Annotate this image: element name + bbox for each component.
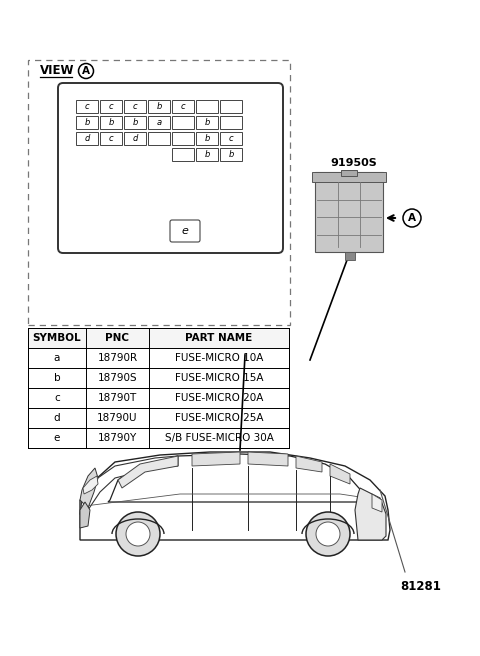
- Text: 18790S: 18790S: [98, 373, 137, 383]
- Polygon shape: [118, 456, 178, 488]
- Bar: [100, 116, 122, 129]
- Polygon shape: [108, 454, 370, 502]
- Bar: [172, 148, 194, 161]
- Bar: [345, 252, 355, 260]
- Text: d: d: [132, 134, 138, 143]
- Text: PART NAME: PART NAME: [185, 333, 252, 343]
- Bar: [76, 100, 98, 113]
- Bar: [28, 60, 290, 325]
- Bar: [28, 388, 289, 408]
- Bar: [28, 328, 289, 348]
- Bar: [196, 100, 218, 113]
- Bar: [28, 428, 289, 448]
- Text: e: e: [181, 226, 189, 236]
- Text: b: b: [156, 102, 162, 111]
- Bar: [220, 100, 242, 113]
- Text: b: b: [228, 150, 234, 159]
- Circle shape: [116, 512, 160, 556]
- Bar: [100, 100, 122, 113]
- Bar: [124, 100, 146, 113]
- Bar: [196, 132, 218, 145]
- Bar: [220, 148, 242, 161]
- Text: e: e: [54, 433, 60, 443]
- Circle shape: [306, 512, 350, 556]
- Text: c: c: [228, 134, 233, 143]
- Bar: [124, 116, 146, 129]
- Polygon shape: [80, 502, 90, 528]
- Text: b: b: [204, 118, 210, 127]
- Polygon shape: [80, 456, 178, 520]
- Bar: [172, 100, 194, 113]
- Text: a: a: [54, 353, 60, 363]
- Text: A: A: [82, 66, 90, 76]
- Bar: [315, 172, 383, 252]
- Polygon shape: [372, 494, 382, 512]
- Text: b: b: [84, 118, 90, 127]
- Polygon shape: [330, 464, 350, 484]
- Text: FUSE-MICRO 15A: FUSE-MICRO 15A: [175, 373, 263, 383]
- Bar: [172, 132, 194, 145]
- Bar: [196, 116, 218, 129]
- Text: d: d: [84, 134, 90, 143]
- Polygon shape: [192, 452, 240, 466]
- Bar: [124, 132, 146, 145]
- Bar: [172, 116, 194, 129]
- Text: c: c: [132, 102, 137, 111]
- Text: a: a: [156, 118, 162, 127]
- Bar: [341, 170, 357, 176]
- Bar: [28, 368, 289, 388]
- Text: b: b: [54, 373, 60, 383]
- Bar: [196, 148, 218, 161]
- Text: 18790T: 18790T: [98, 393, 137, 403]
- Text: c: c: [180, 102, 185, 111]
- Text: VIEW: VIEW: [40, 64, 74, 77]
- Polygon shape: [355, 488, 386, 540]
- Bar: [28, 408, 289, 428]
- Text: b: b: [204, 134, 210, 143]
- Text: 18790R: 18790R: [97, 353, 138, 363]
- Text: 18790U: 18790U: [97, 413, 138, 423]
- Text: FUSE-MICRO 10A: FUSE-MICRO 10A: [175, 353, 263, 363]
- Polygon shape: [80, 452, 390, 540]
- Bar: [148, 100, 170, 113]
- Text: 18790Y: 18790Y: [98, 433, 137, 443]
- Polygon shape: [83, 476, 98, 494]
- Text: S/B FUSE-MICRO 30A: S/B FUSE-MICRO 30A: [165, 433, 274, 443]
- Text: c: c: [108, 102, 113, 111]
- Bar: [148, 116, 170, 129]
- Polygon shape: [296, 456, 322, 472]
- Text: c: c: [84, 102, 89, 111]
- Bar: [76, 116, 98, 129]
- Text: FUSE-MICRO 25A: FUSE-MICRO 25A: [175, 413, 263, 423]
- FancyBboxPatch shape: [58, 83, 283, 253]
- Text: d: d: [54, 413, 60, 423]
- Bar: [148, 132, 170, 145]
- Text: c: c: [108, 134, 113, 143]
- Bar: [220, 132, 242, 145]
- Text: b: b: [132, 118, 138, 127]
- Bar: [312, 172, 386, 182]
- Text: b: b: [204, 150, 210, 159]
- Text: b: b: [108, 118, 114, 127]
- Bar: [100, 132, 122, 145]
- Text: FUSE-MICRO 20A: FUSE-MICRO 20A: [175, 393, 263, 403]
- Bar: [220, 116, 242, 129]
- Text: SYMBOL: SYMBOL: [33, 333, 81, 343]
- Text: PNC: PNC: [106, 333, 130, 343]
- Text: c: c: [54, 393, 60, 403]
- Polygon shape: [248, 452, 288, 466]
- Bar: [76, 132, 98, 145]
- Polygon shape: [80, 468, 98, 508]
- Circle shape: [316, 522, 340, 546]
- Circle shape: [126, 522, 150, 546]
- Text: 81281: 81281: [400, 580, 441, 593]
- Bar: [28, 348, 289, 368]
- Text: 91950S: 91950S: [330, 158, 377, 168]
- Text: A: A: [408, 213, 416, 223]
